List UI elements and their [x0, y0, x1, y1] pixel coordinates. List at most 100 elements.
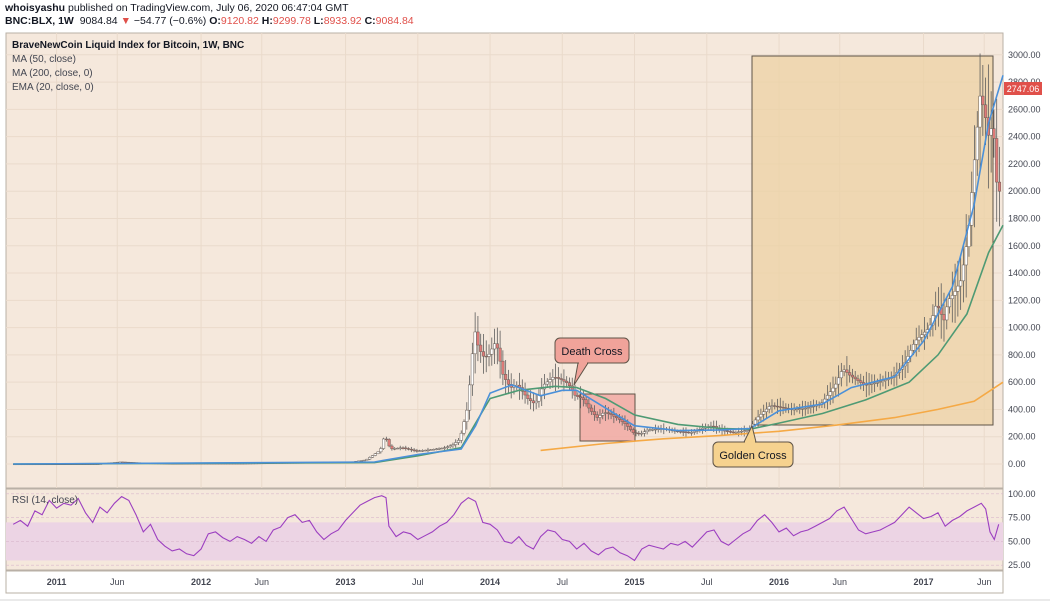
candle-up	[759, 414, 763, 418]
y-tick-label: 1400.00	[1008, 268, 1041, 278]
golden-cross-callout: Golden Cross	[712, 424, 794, 468]
candle-down	[853, 376, 857, 380]
candle-up	[434, 448, 438, 450]
candle-up	[598, 415, 602, 418]
legend-ema20[interactable]: EMA (20, close, 0)	[12, 82, 94, 93]
rsi-label[interactable]: RSI (14, close)	[12, 495, 78, 506]
legend-ma50[interactable]: MA (50, close)	[12, 54, 76, 65]
rsi-line-group	[12, 495, 1000, 562]
legend-title: BraveNewCoin Liquid Index for Bitcoin, 1…	[12, 40, 244, 51]
candle-up	[451, 444, 455, 447]
candle-up	[640, 433, 644, 435]
candle-down	[781, 406, 785, 409]
candle-up	[456, 440, 461, 443]
time-axis-bg[interactable]	[5, 570, 1004, 594]
candle-up	[756, 416, 760, 421]
candle-down	[576, 394, 580, 397]
candle-up	[803, 407, 807, 410]
price-change: −54.77 (−0.6%)	[133, 15, 207, 27]
candle-up	[359, 460, 363, 462]
candle-down	[565, 380, 569, 383]
candle-up	[395, 447, 400, 450]
candle-down	[995, 138, 999, 183]
candle-down	[623, 421, 627, 424]
candle-down	[981, 95, 985, 106]
low-value: 8933.92	[323, 15, 362, 27]
candle-down	[562, 379, 566, 382]
candle-up	[739, 431, 744, 433]
candle-down	[712, 425, 716, 428]
time-axis[interactable]: 2011 Jun 2012 Jun 2013 Jul 2014 Jul 2015 Jul 2016 J…	[47, 577, 992, 587]
candle-down	[412, 449, 416, 451]
rsi-line	[12, 495, 1000, 562]
candle-down	[609, 413, 613, 415]
candle-up	[795, 408, 799, 411]
x-tick-label: Jun	[977, 577, 992, 587]
death-cross-label: Death Cross	[561, 346, 623, 358]
rsi-grid	[6, 493, 1003, 566]
candle-up	[800, 408, 805, 410]
candle-up	[368, 457, 372, 460]
candle-down	[484, 355, 488, 358]
x-tick-label: 2013	[336, 577, 356, 587]
candle-up	[920, 334, 924, 338]
header-line-1: whoisyashu published on TradingView.com,…	[5, 2, 1045, 15]
line-ma-200-close-0	[540, 381, 1004, 452]
candle-up	[959, 280, 963, 287]
x-tick-label: 2017	[914, 577, 934, 587]
y-tick-label: 2400.00	[1008, 132, 1041, 142]
candle-down	[775, 405, 780, 408]
x-tick-label: 2012	[191, 577, 211, 587]
candle-up	[418, 450, 422, 452]
candle-down	[573, 390, 577, 396]
candle-up	[989, 128, 993, 136]
candle-up	[828, 391, 832, 396]
candle-up	[839, 371, 843, 379]
price-axis[interactable]: 0.00 200.00 400.00 600.00 800.00 1000.00 1200.…	[1008, 50, 1041, 469]
candle-up	[423, 449, 427, 452]
line-ma-50-close	[13, 224, 1004, 465]
candle-up	[764, 408, 768, 412]
candle-down	[845, 369, 849, 373]
high-value: 9299.78	[272, 15, 311, 27]
candle-up	[642, 431, 646, 434]
y-tick-label: 200.00	[1008, 432, 1036, 442]
candle-up	[834, 383, 838, 389]
candle-up	[370, 455, 375, 458]
x-tick-label: Jun	[254, 577, 269, 587]
candle-up	[379, 448, 383, 453]
candle-up	[870, 383, 874, 385]
candle-up	[448, 445, 452, 448]
candle-down	[731, 431, 735, 433]
candle-up	[429, 449, 433, 451]
candle-up	[420, 450, 424, 452]
rsi-tick-label: 75.00	[1008, 513, 1031, 523]
candle-up	[545, 381, 549, 385]
candle-up	[961, 264, 965, 282]
x-tick-label: Jul	[701, 577, 713, 587]
candle-up	[692, 431, 696, 433]
legend-ma200[interactable]: MA (200, close, 0)	[12, 68, 93, 79]
last-price: 9084.84	[79, 15, 118, 27]
candle-up	[934, 305, 938, 316]
death-cross-bubble	[554, 337, 630, 364]
price-tag-value: 2747.06	[1007, 84, 1040, 94]
candle-up	[437, 448, 441, 450]
candle-up	[426, 449, 430, 452]
author-name[interactable]: whoisyashu	[5, 2, 66, 14]
candle-down	[942, 314, 946, 321]
candle-up	[842, 369, 846, 372]
last-price-tag: 2747.06	[1004, 82, 1042, 95]
x-tick-label: 2014	[480, 577, 500, 587]
candle-down	[859, 380, 863, 383]
candle-up	[798, 408, 802, 410]
open-value: 9120.82	[220, 15, 259, 27]
rsi-axis[interactable]: 100.00 75.00 50.00 25.00	[1008, 489, 1036, 570]
candle-down	[506, 379, 510, 385]
candle-down	[631, 429, 635, 433]
candle-up	[487, 353, 491, 357]
candle-down	[606, 412, 610, 414]
candle-up	[917, 337, 921, 341]
candle-down	[620, 419, 624, 422]
